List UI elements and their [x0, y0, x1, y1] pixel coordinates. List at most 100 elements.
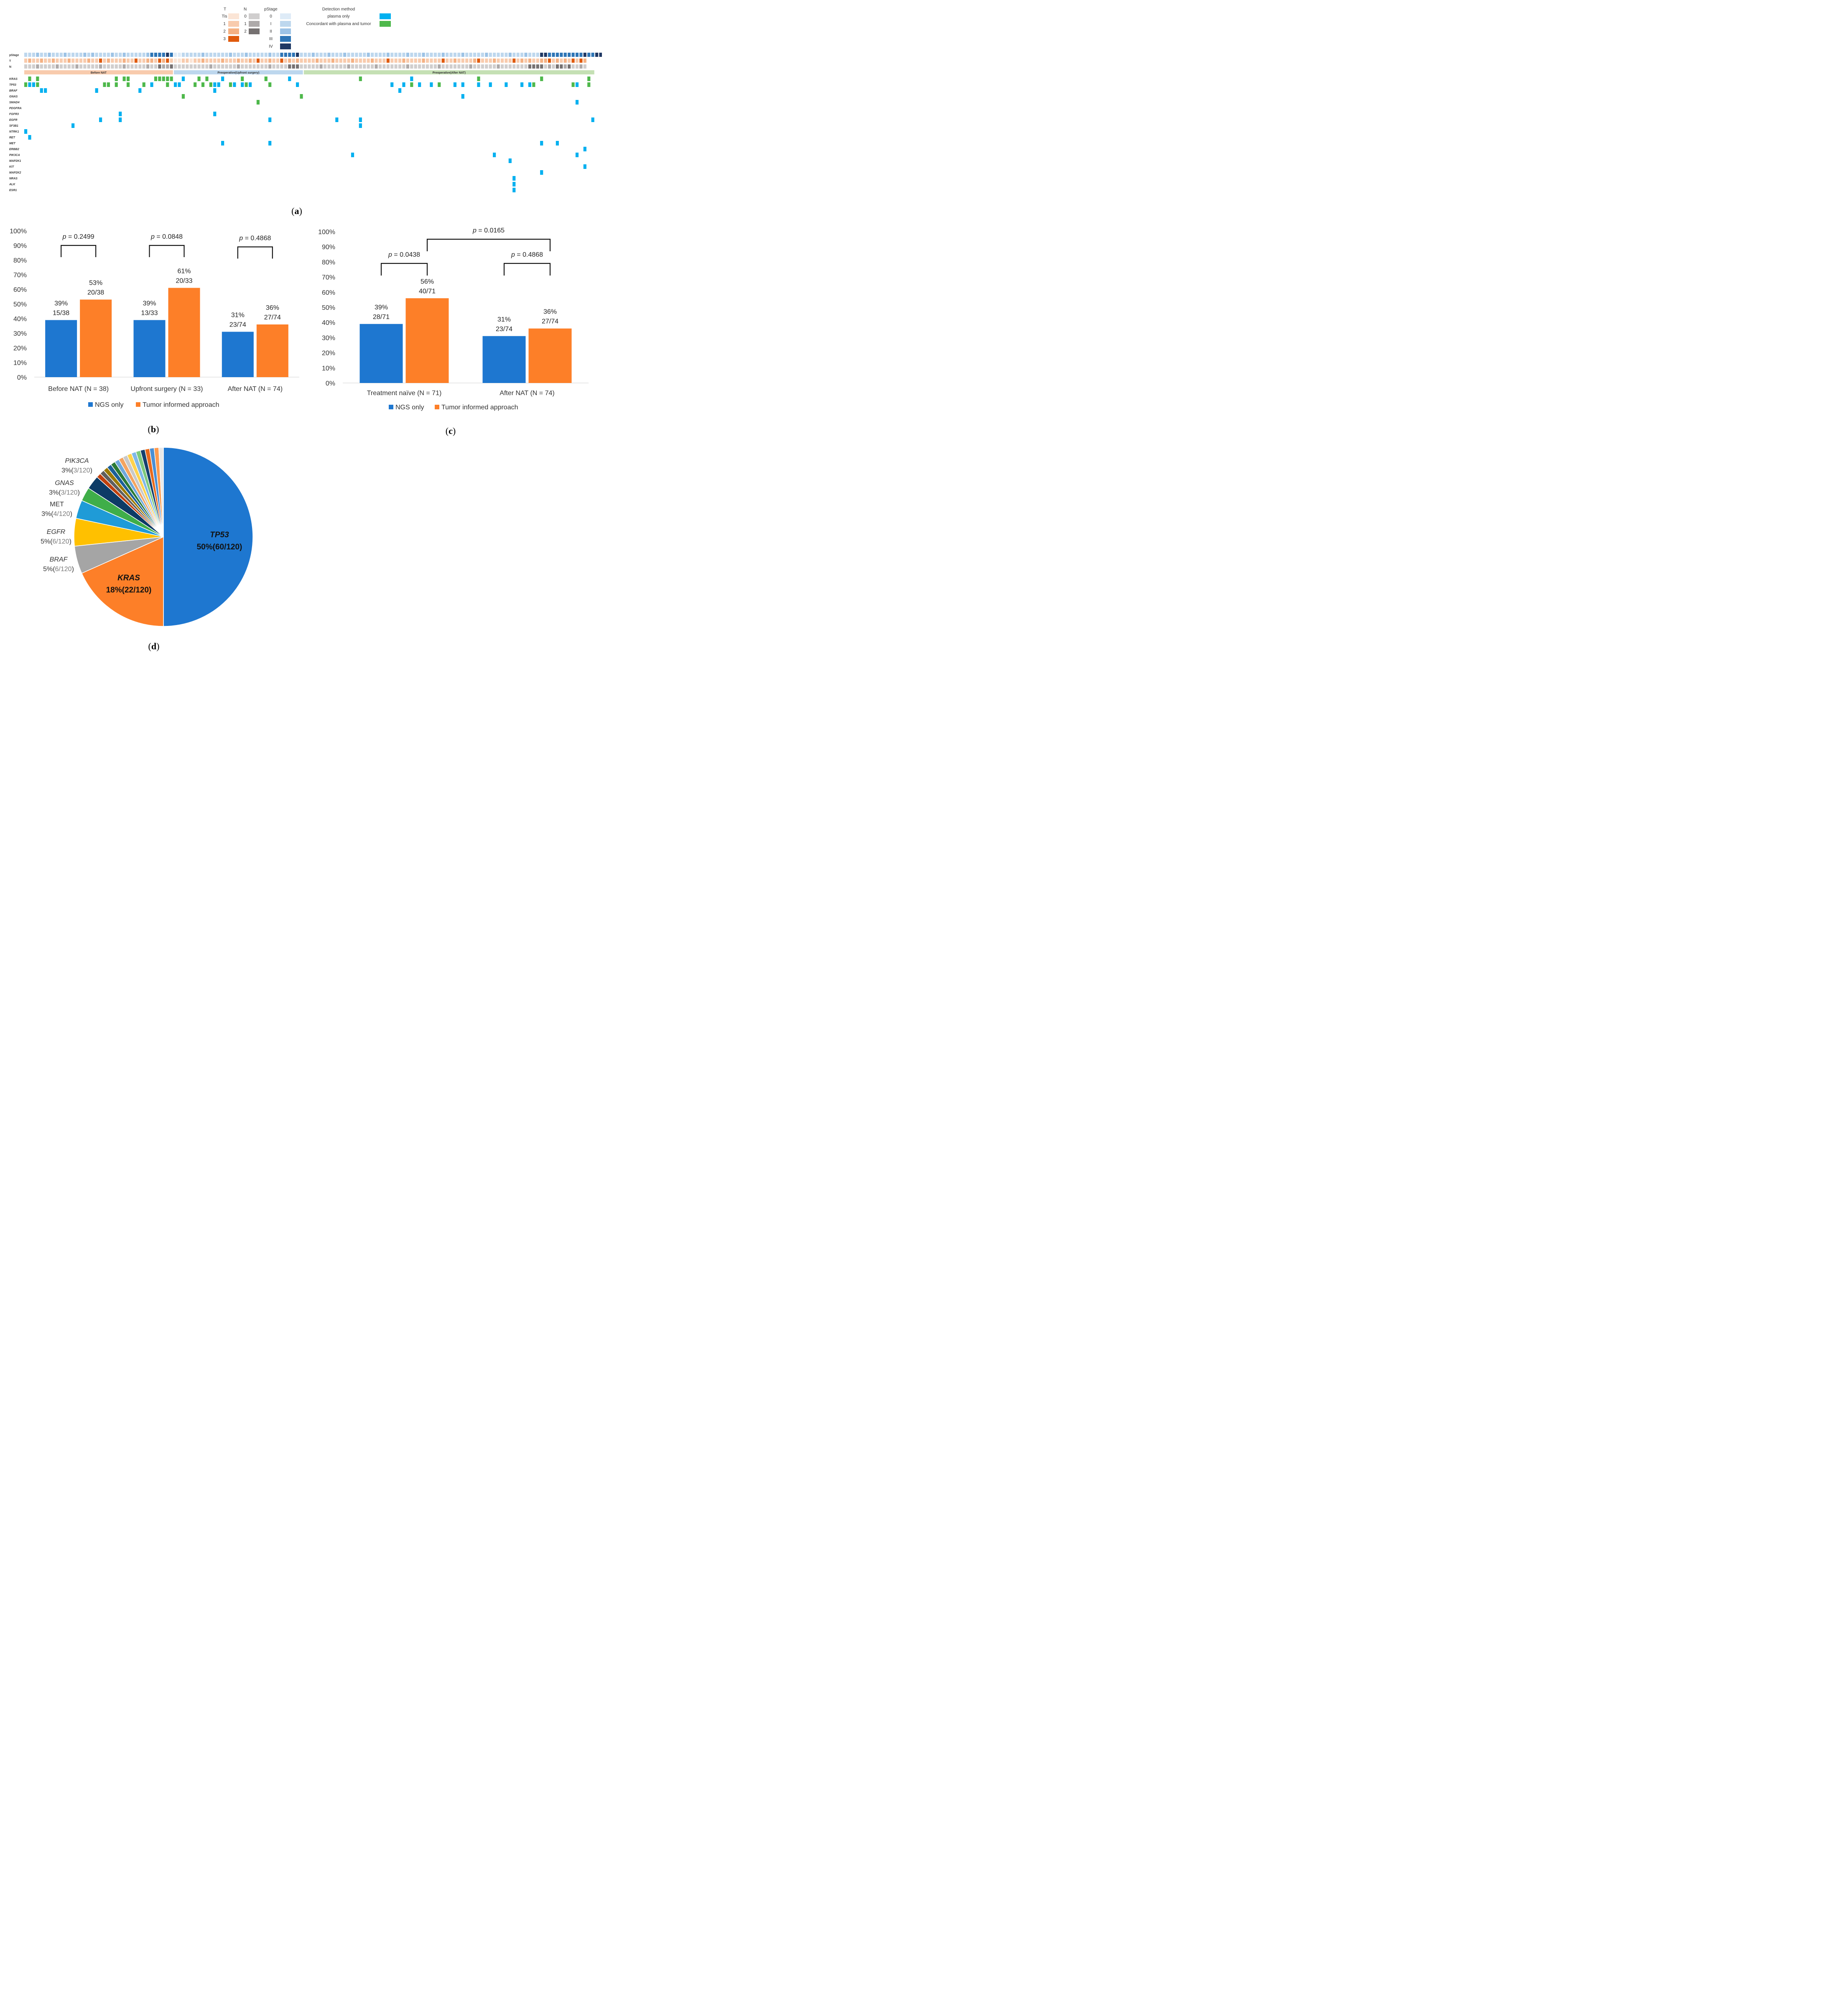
legend-label: Tumor informed approach [143, 401, 219, 408]
legend-label: NGS only [395, 404, 424, 411]
pstage-cell [528, 53, 532, 57]
pstage-cell [170, 53, 173, 57]
pstage-cell [508, 53, 512, 57]
mutation-mark [288, 77, 291, 81]
t-cell [256, 59, 260, 63]
t-cell [260, 59, 264, 63]
bar-fraction-label: 27/74 [542, 318, 558, 325]
n-cell [300, 64, 303, 69]
pie-label-value: 5%(6/120) [41, 538, 71, 545]
t-cell [272, 59, 275, 63]
t-cell [552, 59, 555, 63]
n-cell [181, 64, 185, 69]
bar-fraction-label: 28/71 [373, 314, 390, 321]
t-cell [351, 59, 354, 63]
t-cell [126, 59, 130, 63]
t-cell [390, 59, 394, 63]
t-cell [457, 59, 461, 63]
gene-row-label: BRAF [9, 89, 18, 92]
t-cell [544, 59, 547, 63]
pstage-cell [146, 53, 150, 57]
mutation-mark [95, 88, 98, 93]
mutation-mark [540, 141, 543, 146]
t-cell [568, 59, 571, 63]
pstage-cell [99, 53, 102, 57]
mutation-mark [508, 158, 512, 163]
pstage-cell [418, 53, 421, 57]
pstage-cell [433, 53, 437, 57]
t-cell [119, 59, 122, 63]
n-cell [485, 64, 488, 69]
pvalue-bracket [426, 239, 551, 252]
y-tick-label: 0% [17, 374, 27, 381]
mutation-mark [205, 77, 209, 81]
n-cell [91, 64, 94, 69]
mutation-mark [126, 77, 130, 81]
t-cell [56, 59, 59, 63]
n-cell [166, 64, 169, 69]
t-cell [414, 59, 417, 63]
n-cell [229, 64, 232, 69]
bar-percent-label: 61% [177, 268, 191, 275]
n-cell [552, 64, 555, 69]
pstage-cell [410, 53, 413, 57]
t-cell [209, 59, 212, 63]
pie-label-pct: 3%( [49, 489, 61, 496]
t-cell [449, 59, 453, 63]
oncoprint-group-bar: Before NAT Preoperative(Upfront surgery) P… [24, 70, 594, 74]
bar-percent-label: 39% [54, 300, 68, 307]
bar-fraction-label: 23/74 [229, 322, 246, 329]
pstage-cell [83, 53, 87, 57]
pstage-cell [548, 53, 551, 57]
pie-label-frac: 6/120 [53, 538, 69, 545]
t-cell [548, 59, 551, 63]
n-cell [67, 64, 71, 69]
pstage-cell [178, 53, 181, 57]
t-cell [583, 59, 586, 63]
t-cell [481, 59, 484, 63]
n-cell [241, 64, 244, 69]
t-cell [528, 59, 532, 63]
mutation-mark [528, 82, 532, 87]
y-tick-label: 20% [13, 345, 27, 352]
pie-label-value: 5%(6/120) [43, 566, 74, 573]
pstage-cell [323, 53, 327, 57]
gene-row-label: FGFR3 [9, 113, 19, 116]
n-cell [575, 64, 579, 69]
pstage-cell [587, 53, 591, 57]
legend-detection-swatch [380, 21, 391, 27]
mutation-mark [24, 82, 28, 87]
mutation-mark [115, 77, 118, 81]
group-bar-label: Before NAT [91, 71, 107, 74]
pstage-cell [48, 53, 51, 57]
t-cell [327, 59, 331, 63]
y-tick-label: 40% [13, 316, 27, 323]
t-cell [24, 59, 28, 63]
n-cell [280, 64, 283, 69]
mutation-mark [359, 77, 362, 81]
n-cell [465, 64, 469, 69]
n-cell [422, 64, 425, 69]
pstage-cell [406, 53, 409, 57]
t-cell [51, 59, 55, 63]
mutation-mark [28, 82, 31, 87]
mutation-mark [390, 82, 394, 87]
n-cell [264, 64, 268, 69]
t-cell [166, 59, 169, 63]
mutation-mark [520, 82, 524, 87]
pie-label-pct: 5%( [41, 538, 53, 545]
gene-row-label: PIK3CA [9, 154, 20, 157]
n-cell [382, 64, 386, 69]
pstage-cell [276, 53, 280, 57]
t-cell [489, 59, 492, 63]
pstage-cell [186, 53, 189, 57]
pstage-cell [197, 53, 201, 57]
category-label: After NAT (N = 74) [500, 390, 554, 397]
pstage-cell [288, 53, 291, 57]
t-cell [292, 59, 295, 63]
mutation-mark [489, 82, 492, 87]
mutation-mark [241, 82, 244, 87]
mutation-mark [162, 77, 165, 81]
n-cell [146, 64, 150, 69]
t-cell [48, 59, 51, 63]
